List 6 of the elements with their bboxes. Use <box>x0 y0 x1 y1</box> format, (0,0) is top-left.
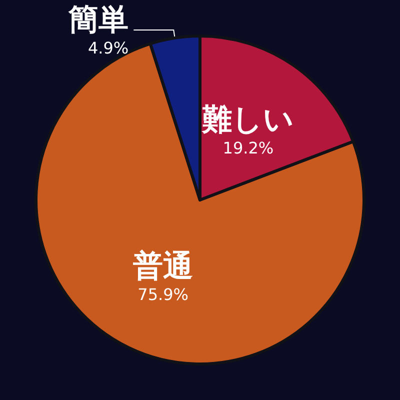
slice-label: 難しい <box>201 102 294 138</box>
data-label: 4.9% <box>88 38 129 58</box>
data-label: 19.2% <box>222 138 274 158</box>
slice-label: 簡単 <box>68 2 129 38</box>
data-label: 75.9% <box>138 285 188 304</box>
slice-label: 普通 <box>133 249 194 284</box>
